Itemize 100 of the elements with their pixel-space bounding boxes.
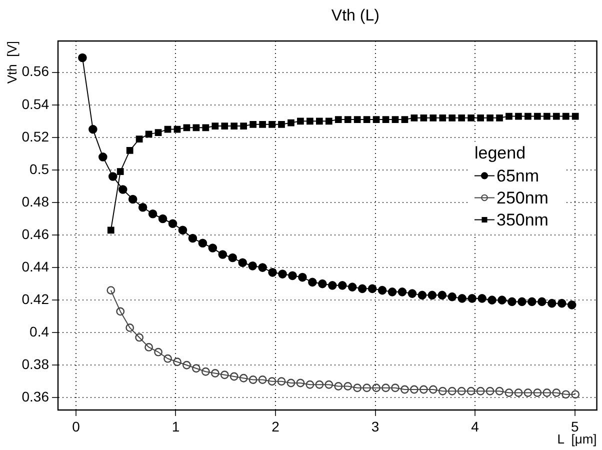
point: [135, 333, 144, 342]
point: [306, 380, 314, 389]
point: [228, 253, 238, 262]
point: [318, 279, 327, 288]
point: [183, 124, 190, 132]
chart-title: Vth (L): [331, 7, 380, 24]
y-tick-label: 0.46: [22, 226, 50, 242]
point: [448, 114, 456, 122]
y-tick-label: 0.36: [22, 388, 50, 404]
point: [182, 360, 191, 370]
point: [328, 281, 337, 290]
point: [358, 284, 367, 294]
y-tick-label: 0.38: [22, 356, 50, 372]
point: [218, 250, 228, 259]
point: [238, 258, 247, 268]
point: [116, 307, 125, 316]
point: [173, 358, 182, 366]
point: [268, 121, 276, 128]
point: [297, 118, 304, 125]
point: [418, 290, 427, 300]
point: [372, 116, 380, 123]
point: [410, 114, 418, 122]
point: [458, 114, 466, 122]
point: [468, 294, 476, 303]
point: [316, 118, 323, 125]
point: [344, 382, 352, 390]
point: [202, 124, 210, 132]
point: [534, 112, 541, 120]
legend-label: 350nm: [496, 210, 548, 230]
point: [201, 367, 210, 376]
point: [126, 324, 134, 332]
point: [368, 284, 377, 294]
point: [466, 386, 476, 396]
point: [192, 124, 200, 132]
point: [116, 168, 124, 176]
point: [277, 377, 286, 386]
point: [548, 298, 556, 308]
point: [362, 384, 372, 392]
point: [230, 122, 238, 130]
point: [178, 226, 188, 235]
point: [168, 219, 178, 228]
point: [562, 390, 570, 399]
point: [439, 114, 446, 122]
point: [108, 172, 118, 181]
x-tick-label: 3: [371, 418, 380, 434]
point: [248, 262, 257, 270]
point: [78, 53, 87, 62]
legend-label: 65nm: [496, 166, 540, 186]
point: [188, 234, 198, 243]
point: [382, 116, 390, 123]
point: [438, 386, 447, 396]
point: [296, 378, 305, 388]
point: [212, 122, 219, 130]
point: [334, 116, 342, 123]
point: [334, 382, 343, 390]
point: [154, 348, 162, 356]
point: [98, 152, 108, 162]
legend-title: legend: [474, 143, 526, 162]
point: [118, 185, 128, 194]
point: [288, 271, 297, 280]
point: [306, 118, 314, 125]
point: [486, 114, 494, 122]
y-tick-label: 0.56: [22, 63, 50, 80]
point: [518, 297, 526, 306]
point: [315, 380, 324, 389]
point: [354, 116, 361, 123]
point: [344, 116, 352, 123]
point: [106, 286, 116, 295]
point: [477, 114, 484, 122]
point: [408, 289, 417, 298]
point: [419, 385, 428, 394]
point: [363, 116, 370, 123]
point: [250, 121, 256, 128]
point: [268, 268, 277, 277]
point: [259, 121, 266, 128]
point: [524, 388, 532, 397]
point: [221, 122, 228, 130]
point: [458, 294, 466, 303]
point: [543, 112, 550, 120]
point: [325, 118, 332, 125]
point: [538, 297, 546, 306]
point: [398, 288, 407, 296]
point: [348, 282, 357, 292]
point: [401, 116, 408, 123]
point: [372, 384, 380, 392]
point: [136, 136, 143, 142]
point: [353, 384, 362, 392]
y-tick-label: 0.42: [22, 290, 50, 307]
point: [298, 272, 307, 282]
point: [486, 386, 494, 396]
point: [382, 384, 390, 392]
point: [524, 112, 532, 120]
point: [210, 369, 220, 378]
x-axis-title: L [μm]: [557, 432, 597, 447]
point: [476, 386, 485, 396]
point: [528, 297, 536, 306]
point: [552, 112, 560, 120]
point: [126, 147, 134, 154]
point: [208, 244, 218, 252]
point: [448, 386, 456, 396]
